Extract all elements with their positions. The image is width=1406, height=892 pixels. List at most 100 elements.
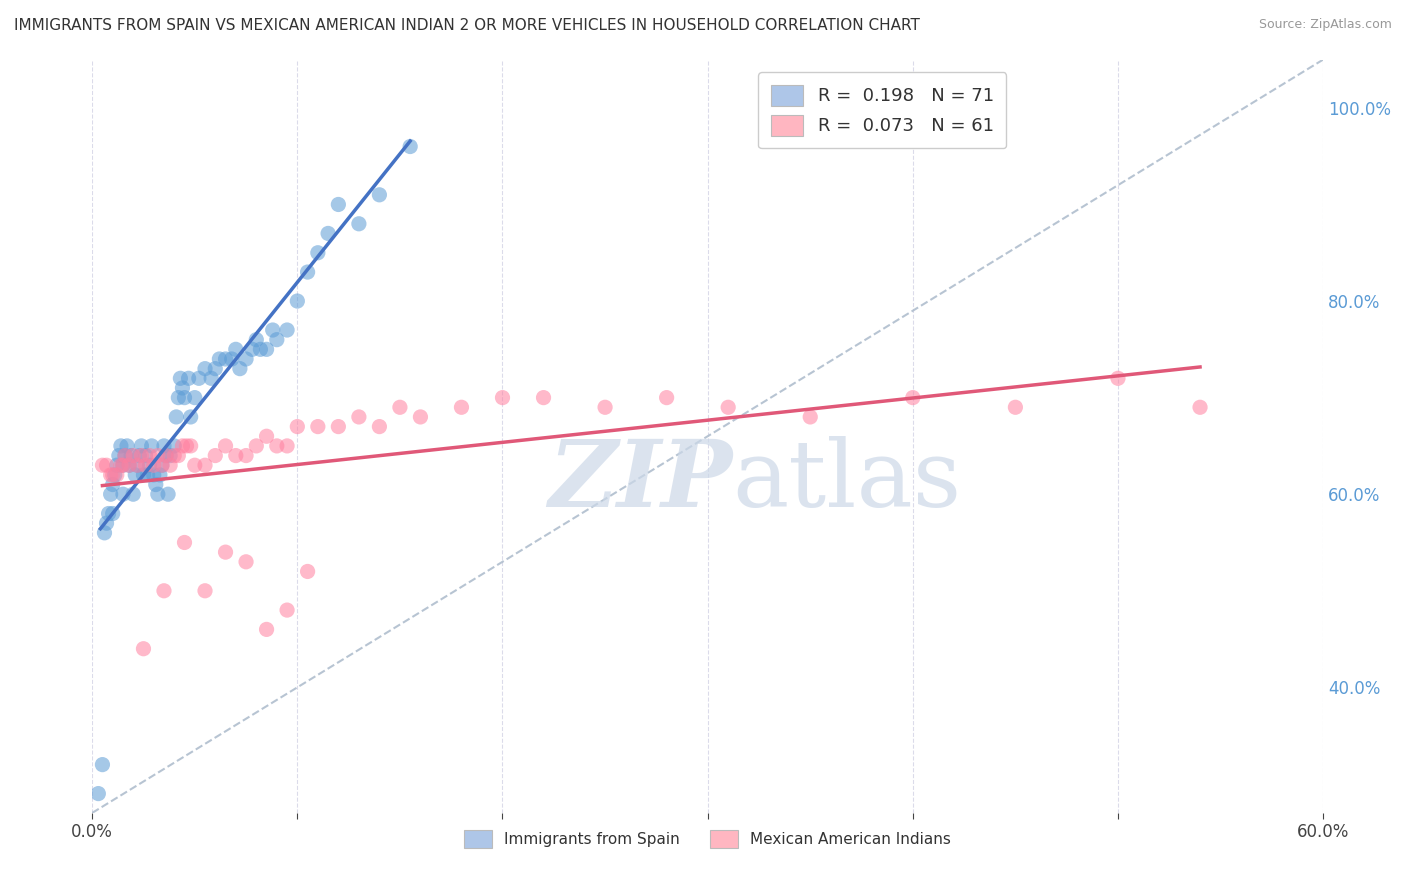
Point xyxy=(717,401,740,415)
Point xyxy=(110,439,132,453)
Point xyxy=(266,333,288,347)
Point xyxy=(180,409,202,424)
Point xyxy=(122,449,145,463)
Text: IMMIGRANTS FROM SPAIN VS MEXICAN AMERICAN INDIAN 2 OR MORE VEHICLES IN HOUSEHOLD: IMMIGRANTS FROM SPAIN VS MEXICAN AMERICA… xyxy=(14,18,920,33)
Point xyxy=(249,343,271,357)
Point xyxy=(256,343,278,357)
Text: ZIP: ZIP xyxy=(548,436,733,526)
Point xyxy=(214,351,236,366)
Point xyxy=(214,439,236,453)
Point xyxy=(132,467,155,482)
Point xyxy=(297,265,319,279)
Legend: R =  0.198   N = 71, R =  0.073   N = 61: R = 0.198 N = 71, R = 0.073 N = 61 xyxy=(758,72,1007,148)
Point xyxy=(208,351,231,366)
Point xyxy=(229,361,252,376)
Point xyxy=(87,787,110,801)
Point xyxy=(138,449,160,463)
Point xyxy=(165,409,187,424)
Point xyxy=(120,449,142,463)
Point xyxy=(328,197,350,211)
Point xyxy=(177,371,200,385)
Point xyxy=(149,467,172,482)
Point xyxy=(132,641,155,656)
Point xyxy=(235,449,257,463)
Point xyxy=(111,458,134,473)
Point xyxy=(167,449,190,463)
Point xyxy=(150,458,173,473)
Point xyxy=(655,391,678,405)
Point xyxy=(194,361,217,376)
Point xyxy=(93,525,115,540)
Point xyxy=(285,419,308,434)
Point xyxy=(96,458,118,473)
Point xyxy=(150,458,173,473)
Point xyxy=(97,507,120,521)
Point xyxy=(91,757,114,772)
Point xyxy=(131,439,153,453)
Point xyxy=(214,545,236,559)
Point xyxy=(115,439,138,453)
Point xyxy=(307,419,329,434)
Text: Source: ZipAtlas.com: Source: ZipAtlas.com xyxy=(1258,18,1392,31)
Point xyxy=(285,293,308,308)
Point xyxy=(245,333,267,347)
Point xyxy=(163,449,186,463)
Point xyxy=(145,477,167,491)
Point xyxy=(128,449,150,463)
Point xyxy=(114,449,136,463)
Point xyxy=(256,623,278,637)
Point xyxy=(262,323,284,337)
Point xyxy=(221,351,243,366)
Point xyxy=(1189,401,1212,415)
Point xyxy=(180,439,202,453)
Point xyxy=(204,361,226,376)
Point xyxy=(105,458,128,473)
Point xyxy=(409,409,432,424)
Point xyxy=(127,458,149,473)
Point xyxy=(136,467,159,482)
Point xyxy=(141,439,163,453)
Point xyxy=(153,439,176,453)
Point xyxy=(96,516,118,531)
Point xyxy=(204,449,226,463)
Point xyxy=(146,449,169,463)
Point xyxy=(450,401,472,415)
Point xyxy=(134,449,156,463)
Point xyxy=(173,535,195,549)
Point xyxy=(110,458,132,473)
Point xyxy=(155,449,177,463)
Point xyxy=(240,343,263,357)
Point xyxy=(225,449,247,463)
Point xyxy=(388,401,411,415)
Point xyxy=(1004,401,1026,415)
Point xyxy=(235,555,257,569)
Point xyxy=(328,419,350,434)
Point xyxy=(131,449,153,463)
Point xyxy=(163,439,186,453)
Point xyxy=(91,458,114,473)
Point xyxy=(347,409,370,424)
Point xyxy=(146,487,169,501)
Point xyxy=(101,507,124,521)
Point xyxy=(194,458,217,473)
Point xyxy=(399,139,422,153)
Point xyxy=(235,351,257,366)
Point xyxy=(1107,371,1129,385)
Point xyxy=(276,323,298,337)
Point xyxy=(114,449,136,463)
Point xyxy=(159,458,181,473)
Point xyxy=(256,429,278,443)
Point xyxy=(200,371,222,385)
Point xyxy=(187,371,209,385)
Point xyxy=(167,391,190,405)
Point xyxy=(276,603,298,617)
Point xyxy=(225,343,247,357)
Point xyxy=(101,467,124,482)
Point xyxy=(184,391,207,405)
Point xyxy=(100,487,122,501)
Point xyxy=(108,449,131,463)
Point xyxy=(111,458,134,473)
Point xyxy=(194,583,217,598)
Point xyxy=(172,381,194,395)
Point xyxy=(173,391,195,405)
